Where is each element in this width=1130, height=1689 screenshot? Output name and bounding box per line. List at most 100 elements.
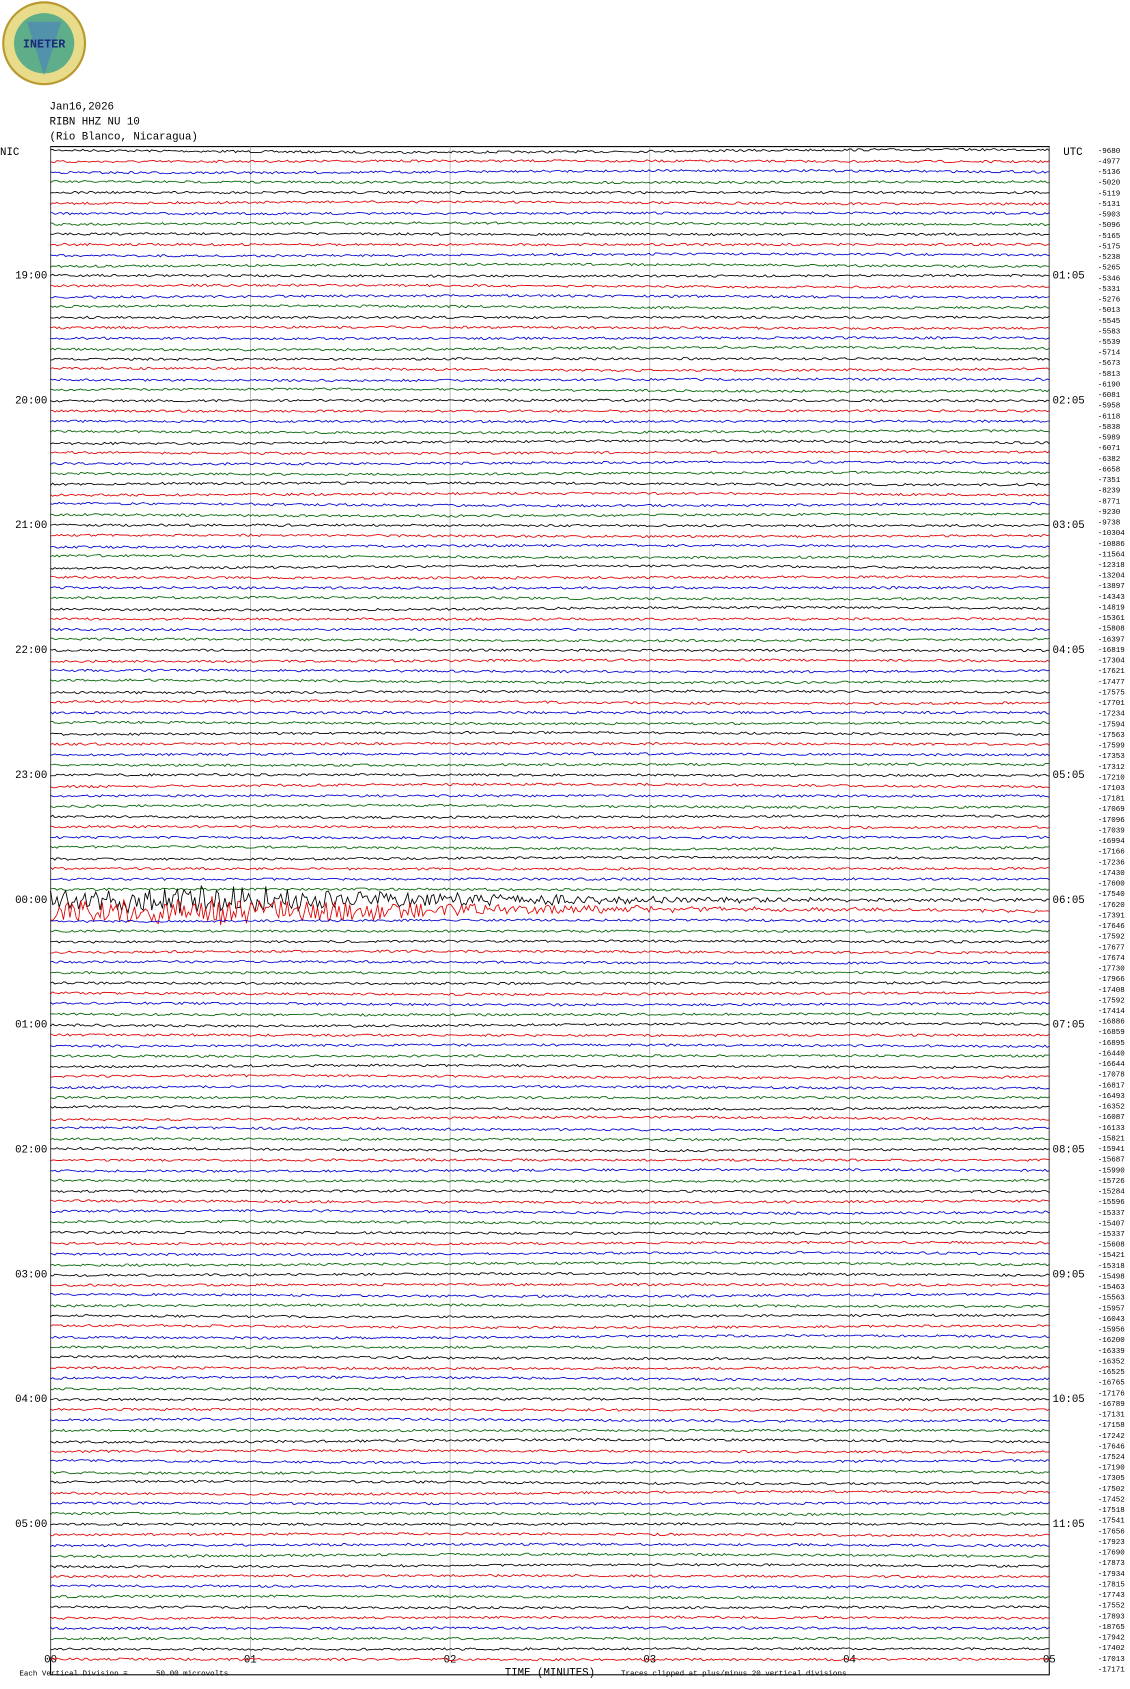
trace-offset: -17158	[1098, 1422, 1126, 1430]
trace	[50, 1033, 1050, 1038]
trace-offset: -16525	[1098, 1369, 1126, 1377]
trace-offset: -16352	[1098, 1358, 1125, 1366]
trace	[50, 1522, 1050, 1526]
trace-offset: -5165	[1098, 233, 1121, 241]
trace-offset: -16817	[1098, 1082, 1125, 1090]
trace	[50, 283, 1050, 289]
trace-offset: -18765	[1098, 1624, 1126, 1632]
trace	[50, 699, 1050, 706]
trace-offset: -14819	[1098, 604, 1125, 612]
trace	[50, 523, 1050, 528]
scale-text: 50.00 microvolts	[156, 1671, 228, 1679]
trace	[50, 1146, 1050, 1153]
trace-offset: -11564	[1098, 551, 1126, 559]
trace-offset: -15608	[1098, 1242, 1126, 1250]
trace-offset: -13897	[1098, 583, 1125, 591]
trace	[50, 668, 1050, 674]
trace	[50, 1626, 1050, 1631]
trace-offset: -5119	[1098, 190, 1121, 198]
trace	[50, 1448, 1050, 1454]
trace-offset: -5331	[1098, 286, 1121, 294]
trace-offset: -16886	[1098, 1019, 1126, 1027]
trace-offset: -5265	[1098, 265, 1121, 273]
trace-offset: -17502	[1098, 1486, 1125, 1494]
trace-offset: -6118	[1098, 413, 1121, 421]
trace	[50, 1251, 1050, 1257]
trace	[50, 877, 1050, 881]
trace	[50, 1240, 1050, 1246]
trace	[50, 1303, 1050, 1308]
trace-offset: -17353	[1098, 753, 1126, 761]
trace	[50, 398, 1050, 403]
trace	[50, 439, 1050, 446]
trace-offset: -16994	[1098, 838, 1126, 846]
right-time: 10:05	[1053, 1394, 1085, 1406]
trace-offset: -15284	[1098, 1189, 1126, 1197]
trace	[50, 689, 1050, 695]
trace-offset: -5346	[1098, 275, 1121, 283]
trace-offset: -17210	[1098, 774, 1126, 782]
trace-offset: -17524	[1098, 1454, 1126, 1462]
trace	[50, 1012, 1050, 1017]
right-time: 08:05	[1053, 1144, 1085, 1156]
trace	[50, 960, 1050, 965]
trace-offset: -17103	[1098, 785, 1126, 793]
trace	[50, 1105, 1050, 1111]
trace	[50, 304, 1050, 310]
trace-offset: -17181	[1098, 796, 1126, 804]
trace-offset: -15421	[1098, 1252, 1126, 1260]
trace-offset: -17656	[1098, 1528, 1126, 1536]
trace	[50, 1387, 1050, 1391]
trace-offset: -17942	[1098, 1635, 1125, 1643]
trace	[50, 1271, 1050, 1277]
trace	[50, 512, 1050, 518]
trace	[50, 814, 1050, 820]
trace-offset: -17176	[1098, 1390, 1126, 1398]
trace-offset: -17305	[1098, 1475, 1126, 1483]
trace	[50, 1479, 1050, 1486]
trace	[50, 1313, 1050, 1319]
trace-offset: -5136	[1098, 169, 1121, 177]
trace-offset: -15407	[1098, 1220, 1125, 1228]
trace-offset: -17430	[1098, 870, 1126, 878]
trace-offset: -9230	[1098, 509, 1121, 517]
trace	[50, 387, 1050, 393]
trace-offset: -16789	[1098, 1401, 1125, 1409]
trace-offset: -5673	[1098, 360, 1121, 368]
trace	[50, 782, 1050, 789]
trace	[50, 1563, 1050, 1569]
trace-offset: -5714	[1098, 350, 1121, 358]
right-zone: UTC	[1063, 147, 1082, 159]
trace	[50, 1511, 1050, 1516]
trace-offset: -17518	[1098, 1507, 1126, 1515]
trace	[50, 1636, 1050, 1641]
trace	[50, 1158, 1050, 1162]
left-time: 21:00	[15, 520, 47, 532]
trace	[50, 1084, 1050, 1090]
trace-offset: -17552	[1098, 1603, 1125, 1611]
trace-offset: -17620	[1098, 902, 1126, 910]
left-zone: NIC	[0, 147, 19, 159]
trace-offset: -15957	[1098, 1305, 1125, 1313]
trace	[50, 803, 1050, 810]
trace	[50, 533, 1050, 539]
trace-offset: -15337	[1098, 1210, 1125, 1218]
trace	[50, 845, 1050, 851]
left-time: 04:00	[15, 1394, 47, 1406]
trace-offset: -16087	[1098, 1114, 1125, 1122]
right-time: 11:05	[1053, 1519, 1085, 1531]
trace-offset: -5958	[1098, 403, 1121, 411]
trace-offset: -7351	[1098, 477, 1121, 485]
trace-offset: -17039	[1098, 827, 1125, 835]
trace	[50, 221, 1050, 227]
trace	[50, 1219, 1050, 1225]
trace	[50, 1178, 1050, 1184]
trace-offset: -5989	[1098, 435, 1121, 443]
trace-offset: -17414	[1098, 1008, 1126, 1016]
x-tick-label: 05	[1043, 1655, 1056, 1667]
trace	[50, 1437, 1050, 1444]
trace	[50, 200, 1050, 206]
right-time: 09:05	[1053, 1269, 1085, 1281]
trace	[50, 627, 1050, 632]
trace-offset: -17236	[1098, 859, 1126, 867]
